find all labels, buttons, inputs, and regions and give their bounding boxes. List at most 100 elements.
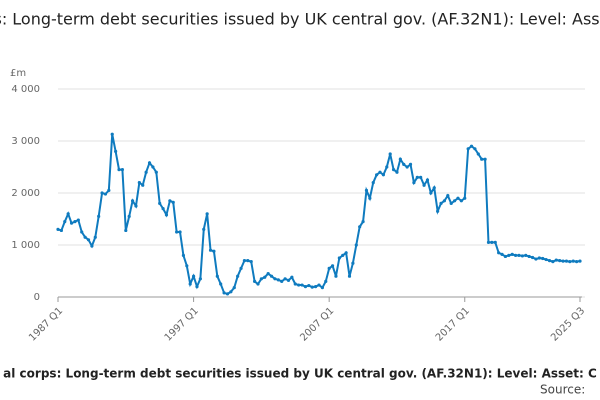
data-point xyxy=(297,283,301,287)
data-point xyxy=(456,196,460,200)
data-point xyxy=(97,214,101,218)
data-point xyxy=(385,165,389,169)
data-point xyxy=(378,170,382,174)
data-point xyxy=(141,183,145,187)
data-point xyxy=(144,170,148,174)
data-point xyxy=(436,209,440,213)
y-tick-label: 0 xyxy=(34,292,40,303)
data-point xyxy=(314,285,318,289)
data-point xyxy=(358,225,362,229)
data-point xyxy=(181,253,186,257)
data-point xyxy=(222,291,226,295)
data-point xyxy=(225,292,230,296)
x-tick-label: 1987 Q1 xyxy=(27,305,65,343)
data-point xyxy=(578,259,582,263)
data-point xyxy=(347,274,352,278)
data-point xyxy=(449,201,453,205)
data-point xyxy=(191,274,196,278)
data-point xyxy=(381,173,386,177)
data-point xyxy=(263,275,267,279)
data-point xyxy=(171,200,175,204)
data-point xyxy=(90,244,94,248)
data-point xyxy=(242,259,247,263)
data-point xyxy=(354,243,358,247)
data-point xyxy=(73,220,77,224)
data-point xyxy=(317,283,321,287)
data-point xyxy=(344,251,348,255)
data-point xyxy=(232,286,236,290)
data-point xyxy=(551,260,555,264)
data-point xyxy=(83,235,87,239)
data-point xyxy=(395,170,399,174)
data-point xyxy=(252,279,257,283)
data-point xyxy=(469,144,474,148)
y-axis-label: £m xyxy=(10,68,26,79)
data-point xyxy=(66,212,70,216)
data-point xyxy=(371,181,375,185)
data-point xyxy=(286,278,291,282)
data-point xyxy=(147,161,152,165)
data-point xyxy=(571,259,575,263)
data-point xyxy=(161,207,165,211)
data-point xyxy=(561,259,565,263)
data-point xyxy=(208,248,213,252)
data-point xyxy=(554,258,558,262)
data-point xyxy=(290,275,294,279)
y-tick-label: 2 000 xyxy=(11,188,40,199)
data-point xyxy=(568,260,572,264)
data-point xyxy=(151,165,155,169)
data-point xyxy=(341,253,345,257)
data-point xyxy=(334,274,338,278)
data-point xyxy=(300,283,304,287)
data-point xyxy=(466,147,470,151)
data-point xyxy=(76,218,80,222)
data-point xyxy=(107,188,111,192)
data-point xyxy=(476,152,480,156)
data-point xyxy=(69,221,74,225)
data-point xyxy=(327,266,331,270)
data-point xyxy=(188,282,192,286)
data-point xyxy=(530,255,535,260)
data-point xyxy=(215,274,219,278)
data-point xyxy=(100,191,104,195)
data-point xyxy=(307,283,311,288)
data-point xyxy=(114,149,118,153)
data-point xyxy=(158,201,162,205)
footer-title: al corps: Long-term debt securities issu… xyxy=(3,367,597,381)
data-point xyxy=(459,199,463,203)
data-point xyxy=(513,253,518,257)
data-point xyxy=(185,264,189,268)
data-point xyxy=(493,240,497,244)
data-point xyxy=(130,199,135,203)
data-point xyxy=(364,188,369,192)
data-point xyxy=(249,260,253,264)
data-point xyxy=(239,266,243,270)
data-point xyxy=(219,282,223,286)
x-tick-label: 2017 Q1 xyxy=(434,305,472,343)
data-point xyxy=(320,286,324,290)
data-point xyxy=(293,282,297,286)
data-point xyxy=(137,181,141,185)
data-point xyxy=(388,152,392,156)
chart-title: Private non-financial corps: Long-term d… xyxy=(0,10,600,29)
data-point xyxy=(425,178,430,182)
data-point xyxy=(422,183,426,187)
data-point xyxy=(103,192,108,196)
data-point xyxy=(86,238,91,242)
data-point xyxy=(154,170,158,174)
x-tick-label: 1997 Q1 xyxy=(163,305,201,343)
x-tick-label: 2025 Q3 xyxy=(549,305,587,343)
data-point xyxy=(93,235,97,239)
y-tick-label: 1 000 xyxy=(11,240,40,251)
data-point xyxy=(134,204,138,208)
data-point xyxy=(503,254,508,259)
data-point xyxy=(575,260,579,264)
data-point xyxy=(56,227,60,231)
data-point xyxy=(541,256,545,261)
data-point xyxy=(124,228,128,233)
data-point xyxy=(310,285,314,289)
data-point xyxy=(236,274,240,278)
data-line xyxy=(57,134,581,295)
data-point xyxy=(483,157,487,161)
data-point xyxy=(402,162,406,166)
